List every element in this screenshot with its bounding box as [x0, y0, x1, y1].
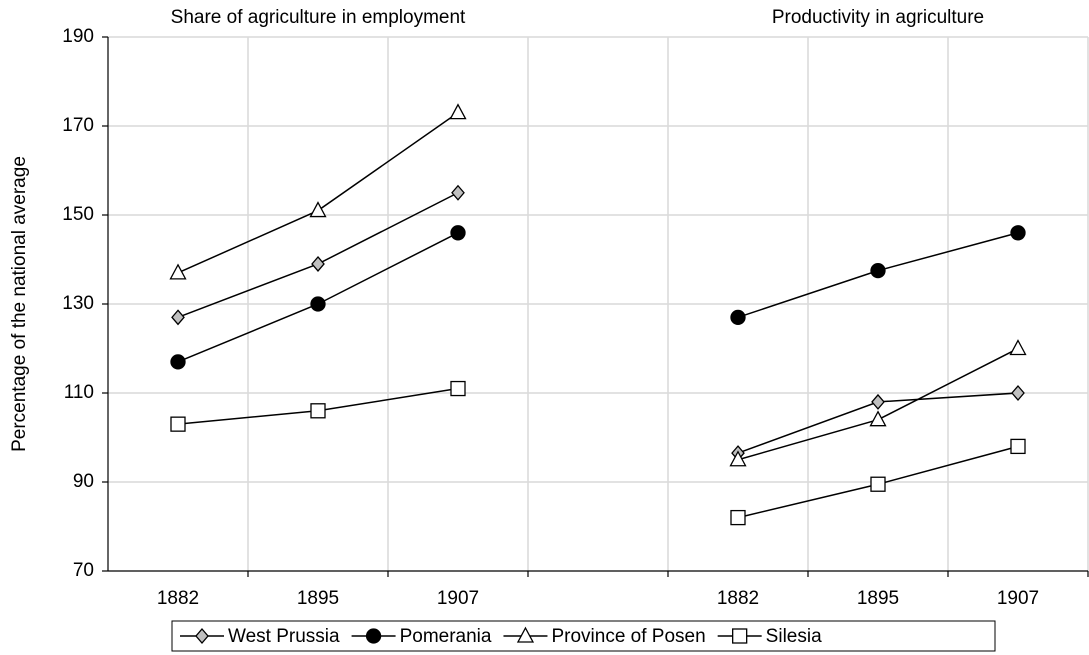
data-point	[310, 403, 326, 419]
legend-marker	[516, 626, 535, 643]
y-tick-label: 130	[62, 293, 94, 314]
data-point	[870, 476, 886, 492]
data-point	[1009, 339, 1027, 356]
data-point	[730, 509, 746, 526]
legend-label: Province of Posen	[551, 626, 705, 647]
data-point	[1010, 225, 1026, 241]
data-point	[170, 354, 186, 370]
panel-title: Share of agriculture in employment	[171, 7, 466, 28]
x-tick-label: 1895	[857, 588, 899, 609]
data-point	[311, 255, 325, 272]
data-point	[1010, 438, 1026, 455]
y-tick-label: 150	[62, 204, 94, 225]
legend-marker	[365, 628, 382, 644]
x-tick-label: 1907	[997, 588, 1039, 609]
y-axis-label: Percentage of the national average	[9, 156, 30, 452]
legend-marker	[732, 628, 748, 644]
y-tick-label: 90	[73, 471, 94, 492]
data-point	[309, 201, 327, 218]
x-tick-label: 1895	[297, 588, 339, 609]
data-point	[729, 450, 747, 467]
data-point	[451, 184, 465, 201]
data-point	[170, 416, 186, 432]
data-point	[310, 296, 326, 312]
legend-label: Silesia	[766, 626, 822, 647]
legend-marker	[195, 628, 209, 644]
data-point	[450, 225, 466, 241]
legend-label: Pomerania	[400, 626, 492, 647]
x-tick-label: 1882	[717, 588, 759, 609]
data-point	[870, 262, 886, 279]
x-tick-label: 1882	[157, 588, 199, 609]
data-point	[169, 263, 187, 280]
data-point	[450, 380, 466, 397]
series-line	[177, 112, 1019, 461]
data-point	[871, 393, 885, 410]
data-point	[171, 309, 185, 326]
data-point	[869, 410, 887, 427]
panel-title: Productivity in agriculture	[772, 7, 984, 28]
x-tick-label: 1907	[437, 588, 479, 609]
legend-label: West Prussia	[228, 626, 340, 647]
legend-box	[171, 620, 996, 652]
y-tick-label: 190	[62, 26, 94, 47]
series-line	[177, 192, 1019, 454]
y-tick-label: 70	[73, 560, 94, 581]
data-point	[1011, 385, 1025, 401]
y-tick-label: 170	[62, 115, 94, 136]
series-line	[177, 387, 1019, 519]
data-point	[449, 103, 467, 120]
data-point	[730, 309, 746, 326]
series-line	[177, 232, 1019, 363]
y-tick-label: 110	[64, 382, 94, 403]
